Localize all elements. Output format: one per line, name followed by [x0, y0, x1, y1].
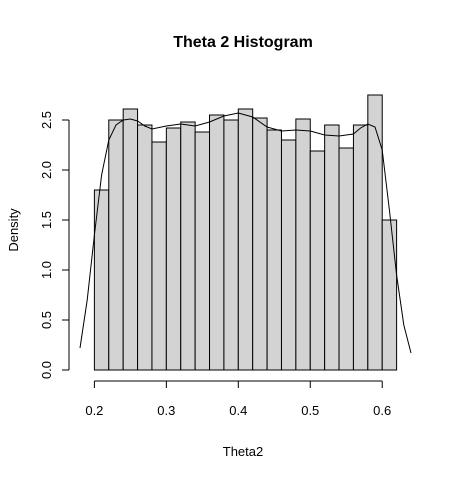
histogram-bar [352, 124, 369, 371]
density-curve [79, 112, 412, 354]
y-tick-label: 2.0 [39, 161, 54, 179]
bars-group [93, 94, 398, 371]
histogram-bar [338, 147, 354, 371]
histogram-bar [122, 108, 139, 371]
histogram-bar [367, 94, 383, 371]
y-tick-label: 1.0 [39, 261, 54, 279]
histogram-bar [180, 121, 196, 371]
histogram-bar [309, 150, 326, 371]
x-tick-label: 0.3 [157, 403, 175, 418]
histogram-bar [209, 114, 225, 371]
histogram-bar [194, 131, 211, 371]
histogram-bar [266, 129, 282, 371]
histogram-bar [324, 124, 340, 371]
histogram-bar [223, 119, 239, 371]
y-tick-label: 0.0 [39, 361, 54, 379]
x-axis-label: Theta2 [223, 444, 263, 459]
histogram-bar [252, 117, 268, 371]
y-axis-label: Density [6, 208, 21, 252]
x-tick-label: 0.5 [301, 403, 319, 418]
histogram-bar [295, 118, 311, 371]
histogram-bar [137, 124, 153, 371]
y-axis: 0.0 0.5 1.0 1.5 2.0 2.5 [39, 111, 70, 379]
chart-title: Theta 2 Histogram [173, 34, 313, 51]
histogram-bar [151, 141, 167, 371]
x-tick-label: 0.6 [373, 403, 391, 418]
histogram-bar [165, 127, 182, 371]
y-tick-label: 2.5 [39, 111, 54, 129]
y-tick-label: 0.5 [39, 311, 54, 329]
x-tick-label: 0.4 [229, 403, 247, 418]
histogram-bar [381, 219, 398, 371]
x-tick-label: 0.2 [85, 403, 103, 418]
y-tick-label: 1.5 [39, 211, 54, 229]
x-axis: 0.2 0.3 0.4 0.5 0.6 [85, 380, 391, 418]
histogram-bar [108, 119, 124, 371]
histogram-bar [237, 108, 254, 371]
histogram-bar [280, 139, 297, 371]
